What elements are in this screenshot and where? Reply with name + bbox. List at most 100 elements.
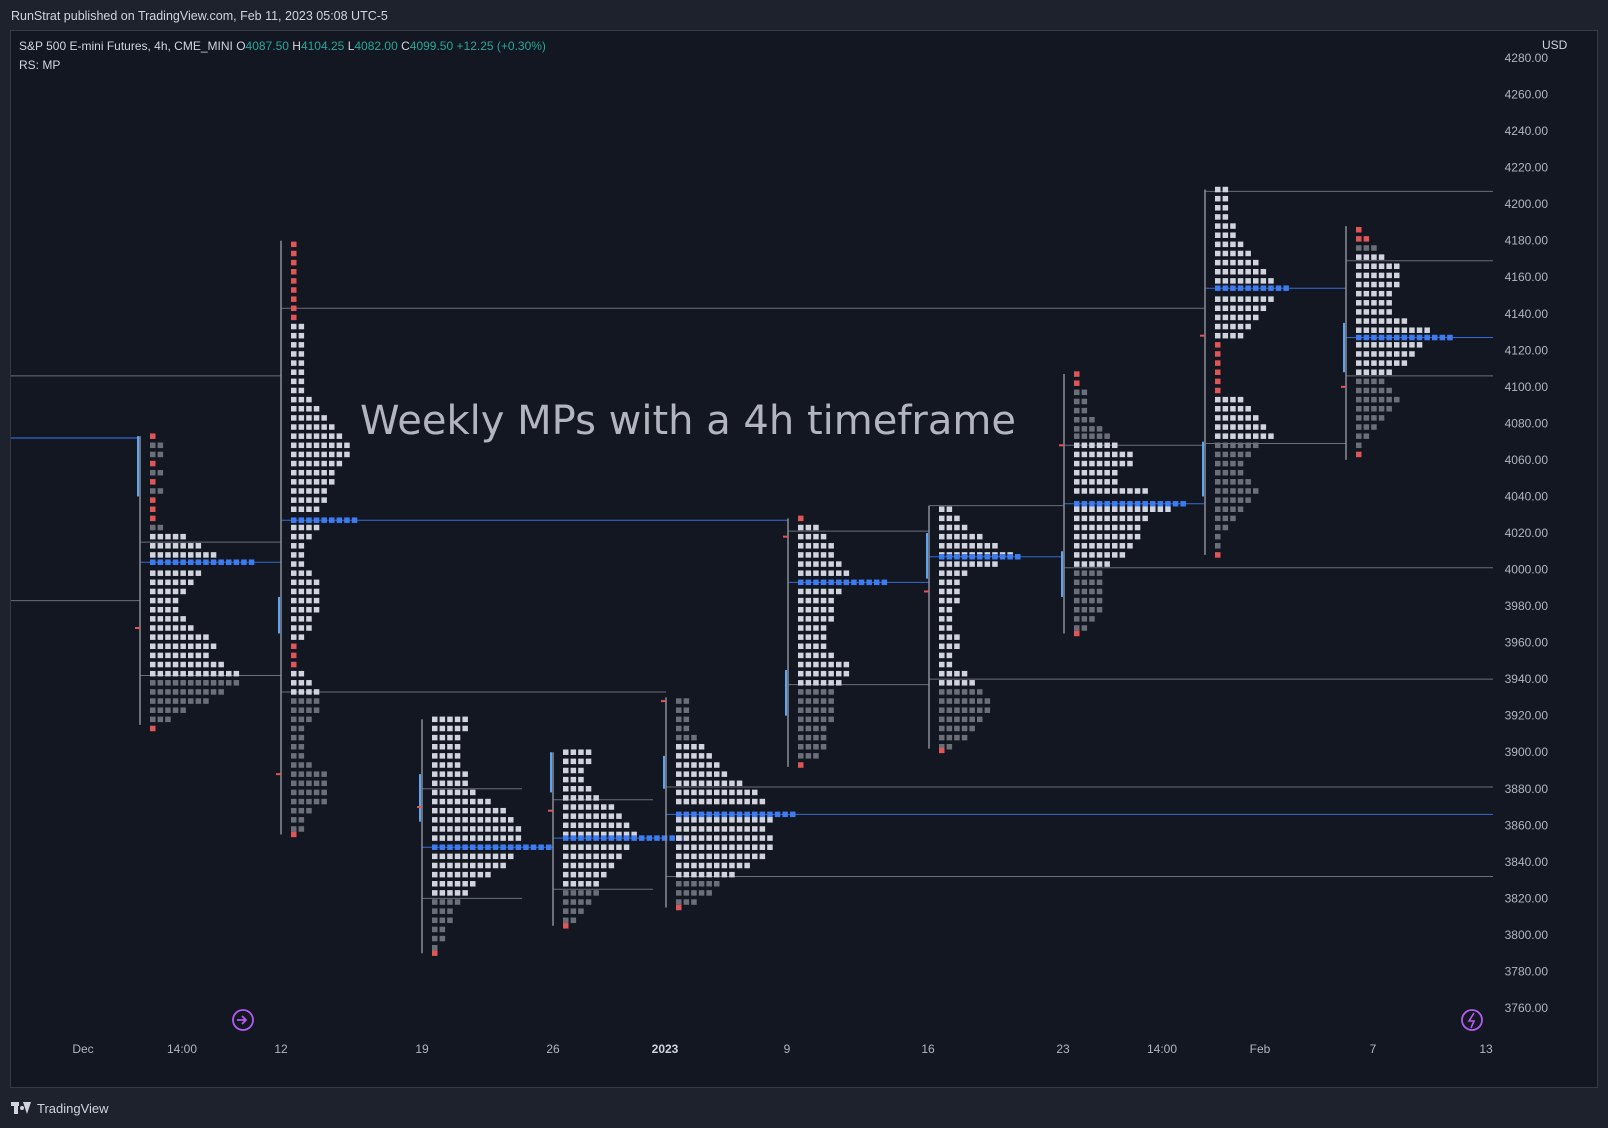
tpo-block xyxy=(946,716,953,723)
tpo-block xyxy=(1439,334,1446,341)
tpo-block xyxy=(1222,406,1229,412)
tpo-block xyxy=(180,616,186,622)
x-tick-label: 23 xyxy=(1056,1042,1070,1056)
tpo-block xyxy=(439,734,446,741)
tpo-block xyxy=(150,652,156,659)
tpo-block xyxy=(601,871,607,878)
tpo-block xyxy=(1230,305,1236,312)
tpo-block xyxy=(1237,396,1244,403)
tpo-block xyxy=(447,716,453,723)
tpo-block xyxy=(593,890,599,896)
tpo-block xyxy=(706,798,712,805)
tpo-block xyxy=(188,543,194,549)
tpo-block xyxy=(1089,524,1095,531)
tpo-block xyxy=(1104,501,1110,507)
tpo-block xyxy=(172,625,179,631)
tpo-block xyxy=(1268,285,1274,291)
tpo-block xyxy=(1222,433,1229,439)
tpo-block xyxy=(676,698,682,704)
tpo-block xyxy=(248,559,255,565)
tpo-block xyxy=(714,789,720,796)
tpo-block xyxy=(721,789,728,796)
tpo-block xyxy=(1112,552,1118,558)
tpo-block xyxy=(291,524,297,531)
tpo-block xyxy=(210,670,217,677)
tpo-block xyxy=(593,835,599,841)
tpo-block xyxy=(470,798,476,805)
tpo-block xyxy=(336,433,343,439)
tpo-block xyxy=(939,506,945,512)
tpo-block xyxy=(691,789,697,796)
tpo-block xyxy=(1074,442,1080,449)
tpo-block xyxy=(165,643,171,650)
tpo-block xyxy=(1260,433,1267,439)
tpo-block xyxy=(195,661,202,668)
tpo-block xyxy=(805,606,812,613)
tpo-block xyxy=(1245,305,1251,312)
lightning-icon[interactable] xyxy=(1461,1009,1483,1031)
tpo-block xyxy=(744,862,750,869)
tpo-block xyxy=(1275,285,1282,291)
tpo-block xyxy=(291,278,297,284)
tpo-block xyxy=(298,524,305,531)
indicator-legend[interactable]: RS: MP xyxy=(19,58,61,72)
tpo-block xyxy=(172,661,179,668)
tpo-block xyxy=(157,652,164,659)
tpo-block xyxy=(1432,334,1438,341)
tpo-block xyxy=(563,786,569,792)
tpo-block xyxy=(150,698,156,704)
tpo-block xyxy=(714,798,720,805)
chart-pane[interactable] xyxy=(10,30,1598,1088)
tpo-block xyxy=(798,579,804,586)
y-tick-label: 3880.00 xyxy=(1505,782,1549,796)
tpo-block xyxy=(298,579,305,586)
tpo-block xyxy=(1363,396,1370,403)
tpo-block xyxy=(881,579,888,586)
tpo-block xyxy=(939,670,945,677)
tpo-block xyxy=(1230,488,1236,494)
tpo-block xyxy=(1074,606,1080,613)
tpo-block xyxy=(1222,415,1229,421)
tpo-block xyxy=(298,342,305,348)
tpo-block xyxy=(432,771,438,777)
replay-icon[interactable] xyxy=(232,1009,254,1031)
tpo-block xyxy=(729,780,735,787)
tpo-block xyxy=(447,890,453,896)
tpo-block xyxy=(462,890,468,896)
tpo-block xyxy=(954,533,960,540)
tpo-block xyxy=(1378,300,1385,306)
tpo-block xyxy=(946,561,953,567)
currency-label[interactable]: USD xyxy=(1542,38,1568,52)
symbol-legend[interactable]: S&P 500 E-mini Futures, 4h, CME_MINI O40… xyxy=(19,39,546,53)
tpo-block xyxy=(752,835,758,841)
tpo-block xyxy=(313,479,320,485)
tpo-block xyxy=(195,652,202,659)
tpo-block xyxy=(454,753,461,759)
y-tick-label: 4120.00 xyxy=(1505,343,1549,357)
tpo-block xyxy=(1363,236,1370,242)
tpo-block xyxy=(1356,254,1362,260)
tpo-block xyxy=(820,579,827,586)
tpo-block xyxy=(1215,314,1221,321)
tpo-block xyxy=(1119,524,1126,531)
tpo-block xyxy=(714,844,720,850)
tpo-block xyxy=(798,524,804,531)
tpo-block xyxy=(1237,314,1244,321)
tpo-block xyxy=(1371,351,1377,357)
tpo-block xyxy=(432,716,438,723)
tpo-block xyxy=(1215,460,1221,467)
tpo-block xyxy=(523,844,529,850)
tpo-block xyxy=(1230,296,1236,302)
tpo-block xyxy=(736,862,743,869)
tpo-block xyxy=(515,826,522,832)
tpo-block xyxy=(578,844,584,850)
tpo-block xyxy=(1157,506,1164,512)
tpo-block xyxy=(432,935,438,942)
tpo-block xyxy=(1424,334,1430,341)
tpo-block xyxy=(805,533,812,540)
tpo-block xyxy=(1237,296,1244,302)
tpo-block xyxy=(203,689,209,695)
tpo-block xyxy=(454,807,461,814)
tpo-block xyxy=(306,396,312,403)
